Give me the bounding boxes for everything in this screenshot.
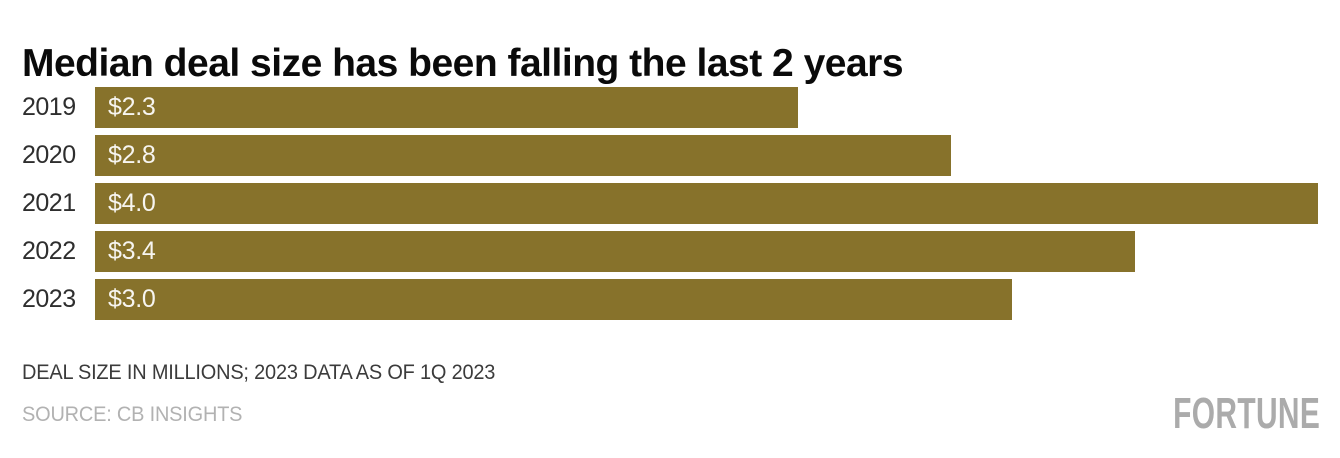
bar-track: $4.0 xyxy=(95,183,1318,224)
category-label: 2020 xyxy=(22,141,76,169)
bar-value-label: $4.0 xyxy=(108,189,156,217)
category-label: 2019 xyxy=(22,93,76,121)
source-credit: SOURCE: CB INSIGHTS xyxy=(22,403,243,426)
bar: $3.4 xyxy=(95,231,1135,272)
bar-row: 2019 $2.3 xyxy=(22,87,1318,128)
category-label: 2021 xyxy=(22,189,76,217)
bar: $2.8 xyxy=(95,135,952,176)
bar: $4.0 xyxy=(95,183,1318,224)
bar-track: $3.0 xyxy=(95,279,1318,320)
bar-chart: 2019 $2.3 2020 $2.8 2021 $4.0 2022 $3.4 2023 $3.0 xyxy=(22,87,1318,320)
bar-value-label: $3.4 xyxy=(108,237,156,265)
fortune-logo: FORTUNE xyxy=(1173,389,1320,438)
bar: $3.0 xyxy=(95,279,1013,320)
bar-track: $3.4 xyxy=(95,231,1318,272)
bar-value-label: $3.0 xyxy=(108,285,156,313)
chart-footnote: DEAL SIZE IN MILLIONS; 2023 DATA AS OF 1… xyxy=(22,361,496,384)
category-label: 2023 xyxy=(22,285,76,313)
category-label: 2022 xyxy=(22,237,76,265)
bar-row: 2021 $4.0 xyxy=(22,183,1318,224)
bar-track: $2.8 xyxy=(95,135,1318,176)
bar-row: 2023 $3.0 xyxy=(22,279,1318,320)
chart-title: Median deal size has been falling the la… xyxy=(22,42,904,86)
bar-value-label: $2.8 xyxy=(108,141,156,169)
bar-value-label: $2.3 xyxy=(108,93,156,121)
bar-track: $2.3 xyxy=(95,87,1318,128)
bar-row: 2020 $2.8 xyxy=(22,135,1318,176)
bar-row: 2022 $3.4 xyxy=(22,231,1318,272)
bar: $2.3 xyxy=(95,87,799,128)
